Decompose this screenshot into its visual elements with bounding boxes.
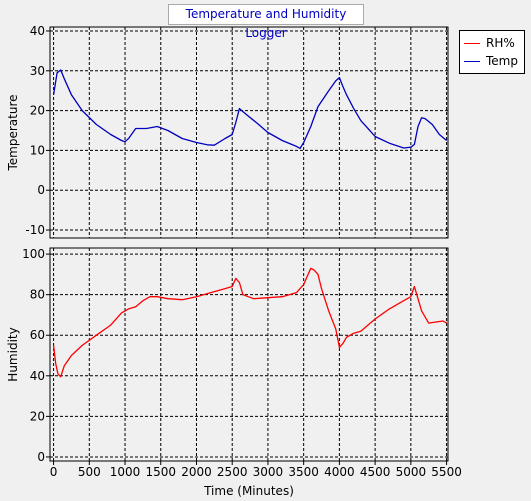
humidity-ytick-label: 40 <box>30 369 45 383</box>
legend-item-temp: Temp <box>460 52 524 70</box>
temperature-ytick-label: 10 <box>30 143 45 157</box>
temperature-frame <box>49 26 449 239</box>
humidity-ytick-label: 60 <box>30 328 45 342</box>
humidity-ytick-label: 100 <box>22 247 45 261</box>
humidity-plot-bg <box>50 248 448 461</box>
humidity-ytick-label: 0 <box>37 450 45 464</box>
legend-label-rh: RH% <box>486 36 515 50</box>
legend-label-temp: Temp <box>486 54 518 68</box>
legend-swatch-rh <box>464 43 480 44</box>
legend-item-rh: RH% <box>460 34 524 52</box>
series-temp-line <box>52 69 448 150</box>
temperature-ytick-label: 40 <box>30 24 45 38</box>
temperature-ytick-label: -10 <box>25 223 45 237</box>
temperature-axis-label: Temperature <box>6 94 20 171</box>
x-axis-label: Time (Minutes) <box>203 484 294 498</box>
x-tick-label: 1000 <box>110 465 141 479</box>
temperature-ytick-label: 0 <box>37 183 45 197</box>
humidity-frame <box>49 247 449 462</box>
x-tick-label: 0 <box>50 465 58 479</box>
temperature-plot-bg <box>50 27 448 238</box>
legend-swatch-temp <box>464 61 480 62</box>
x-tick-label: 4000 <box>324 465 355 479</box>
humidity-ytick-label: 80 <box>30 288 45 302</box>
x-tick-label: 2000 <box>181 465 212 479</box>
x-tick-label: 2500 <box>217 465 248 479</box>
legend: RH% Temp <box>459 30 525 74</box>
x-tick-label: 5000 <box>396 465 427 479</box>
x-tick-label: 4500 <box>360 465 391 479</box>
x-tick-label: 1500 <box>145 465 176 479</box>
x-tick-label: 5500 <box>431 465 462 479</box>
temperature-ytick-label: 20 <box>30 104 45 118</box>
humidity-axis-label: Humidity <box>6 327 20 381</box>
x-tick-label: 500 <box>78 465 101 479</box>
chart-title: Temperature and Humidity Logger <box>185 7 347 40</box>
humidity-ytick-label: 20 <box>30 409 45 423</box>
x-tick-label: 3500 <box>288 465 319 479</box>
series-rh-line <box>52 267 447 378</box>
chart-title-box: Temperature and Humidity Logger <box>168 4 364 40</box>
x-tick-label: 3000 <box>253 465 284 479</box>
temperature-ytick-label: 30 <box>30 64 45 78</box>
